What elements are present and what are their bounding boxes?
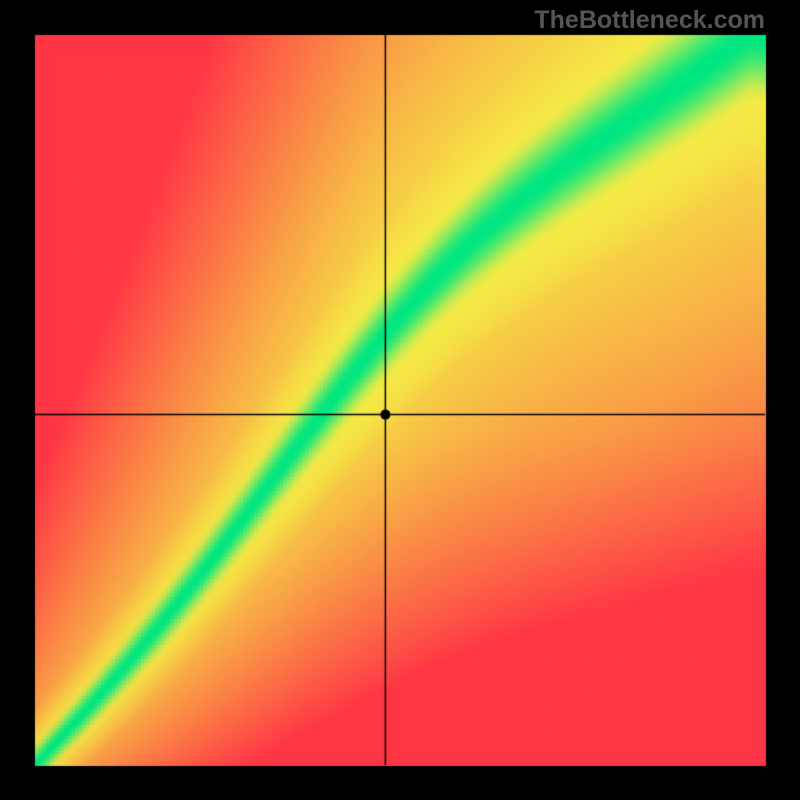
- bottleneck-heatmap: [0, 0, 800, 800]
- watermark-text: TheBottleneck.com: [534, 6, 765, 35]
